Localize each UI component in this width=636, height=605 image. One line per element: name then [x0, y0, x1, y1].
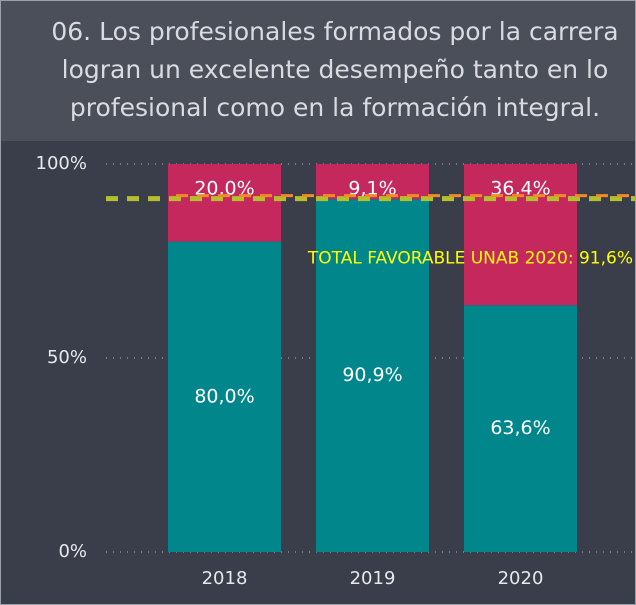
title-band: 06. Los profesionales formados por la ca…: [1, 1, 635, 141]
reference-label: TOTAL FAVORABLE UNAB 2020: 91,6%: [307, 249, 633, 269]
x-tick-label: 2020: [498, 568, 544, 589]
y-tick-label: 0%: [58, 541, 87, 562]
chart-title: 06. Los profesionales formados por la ca…: [51, 17, 619, 122]
data-label: 63,6%: [490, 417, 550, 439]
data-label: 90,9%: [342, 364, 402, 386]
data-label: 80,0%: [194, 385, 254, 407]
y-tick-label: 100%: [36, 153, 87, 174]
data-label: 36,4%: [490, 178, 550, 200]
y-tick-label: 50%: [47, 347, 87, 368]
x-tick-label: 2019: [350, 568, 396, 589]
bar-segment: [464, 305, 577, 552]
bar-segment: [464, 164, 577, 306]
data-label: 20,0%: [194, 178, 254, 200]
bar-segment: [168, 241, 281, 552]
data-label: 9,1%: [348, 178, 396, 200]
bar-segment: [316, 199, 429, 553]
bar-segment: [168, 164, 281, 242]
x-tick-label: 2018: [202, 568, 248, 589]
bar-segment: [316, 164, 429, 200]
